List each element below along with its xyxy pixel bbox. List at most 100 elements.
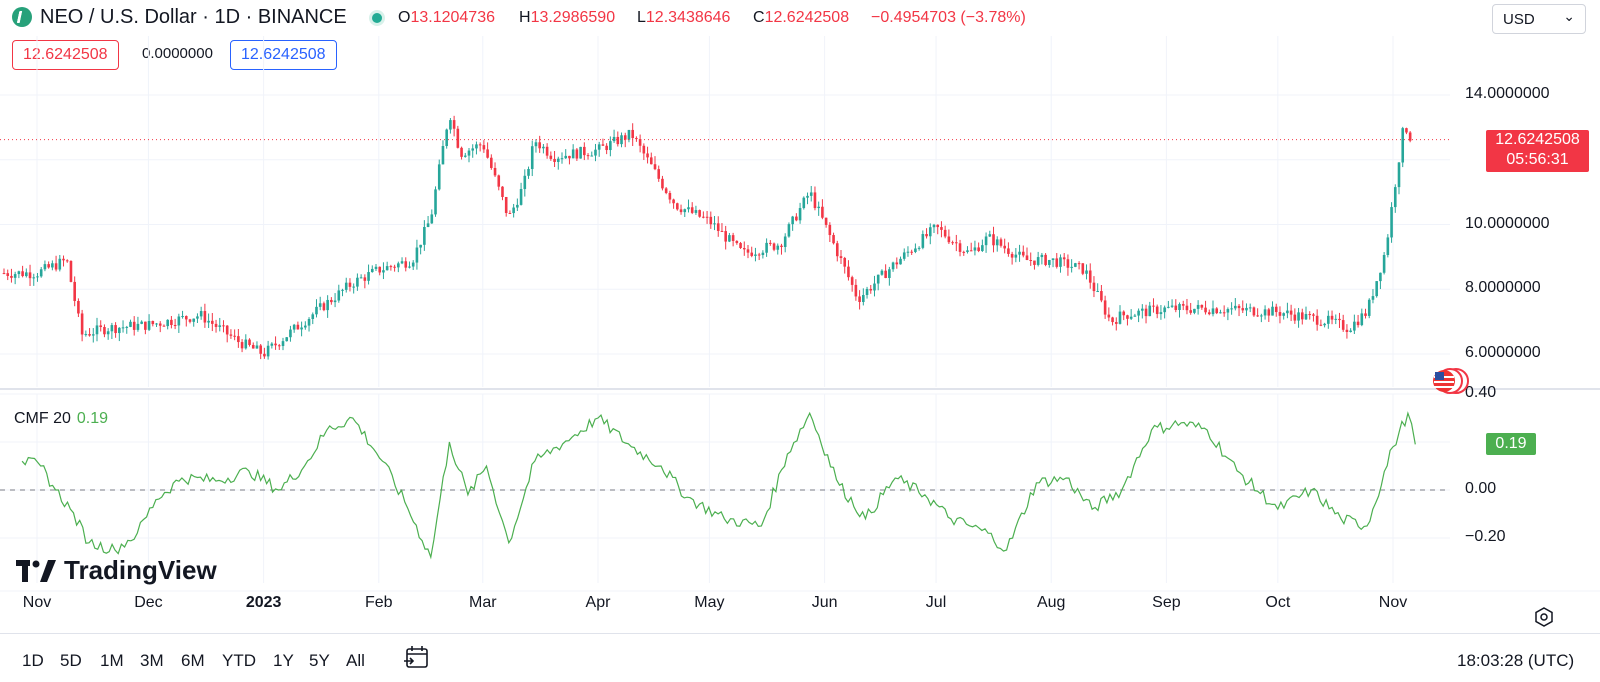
cmf-legend-title: CMF 20 <box>14 410 71 427</box>
candle-body <box>173 325 177 327</box>
price-axis-label: 14.0000000 <box>1465 85 1550 102</box>
candle-body <box>103 327 106 335</box>
candle-body <box>106 331 110 335</box>
candle-body <box>925 234 928 237</box>
range-button-6m[interactable]: 6M <box>181 651 205 670</box>
range-button-3m[interactable]: 3M <box>140 651 164 670</box>
candle-body <box>776 245 780 250</box>
candle-body <box>482 145 486 150</box>
utc-clock[interactable]: 18:03:28 (UTC) <box>1457 651 1575 670</box>
candle-body <box>1345 329 1349 332</box>
candle-body <box>1159 312 1163 315</box>
range-button-1m[interactable]: 1M <box>100 651 124 670</box>
calendar-icon[interactable] <box>403 643 431 671</box>
market-status-icon[interactable] <box>372 13 382 23</box>
candle-body <box>222 325 225 327</box>
cmf-legend[interactable]: CMF 20 0.19 <box>14 410 108 428</box>
symbol-title[interactable]: NEO / U.S. Dollar · 1D · BINANCE <box>40 6 347 28</box>
candle-body <box>583 146 586 156</box>
candle-body <box>1152 305 1155 307</box>
candle-body <box>1371 296 1375 300</box>
candle-body <box>415 247 419 263</box>
candle-body <box>508 212 512 214</box>
candlestick-series <box>2 115 1412 360</box>
candle-body <box>646 153 649 158</box>
candle-body <box>895 262 899 265</box>
candle-body <box>928 227 932 237</box>
candle-body <box>545 146 549 156</box>
candle-body <box>884 270 887 278</box>
candle-body <box>237 336 240 343</box>
candle-body <box>850 277 854 285</box>
candle-body <box>664 188 668 193</box>
range-button-5y[interactable]: 5Y <box>309 651 330 670</box>
candle-body <box>263 353 266 357</box>
candle-body <box>921 234 925 248</box>
candle-body <box>553 158 556 162</box>
candle-body <box>110 325 114 332</box>
candle-body <box>13 274 17 278</box>
candle-body <box>69 260 73 282</box>
candle-body <box>1048 260 1051 265</box>
candle-body <box>694 210 698 213</box>
zero-value-label: 0.0000000 <box>142 45 213 62</box>
candle-body <box>1074 263 1077 267</box>
candle-body <box>716 223 720 231</box>
price-chart[interactable] <box>0 0 1600 633</box>
candle-body <box>497 175 501 187</box>
candle-body <box>661 178 664 189</box>
candle-body <box>1405 128 1408 133</box>
candle-body <box>769 242 772 244</box>
candle-body <box>988 234 992 237</box>
candle-body <box>1196 304 1200 309</box>
candle-body <box>761 252 765 256</box>
settings-icon[interactable] <box>1532 605 1556 629</box>
candle-body <box>28 272 32 279</box>
candle-body <box>326 299 329 311</box>
range-button-5d[interactable]: 5D <box>60 651 82 670</box>
candle-body <box>1025 255 1029 261</box>
candle-body <box>1278 312 1282 316</box>
candle-body <box>813 192 817 209</box>
ohlc-change: −0.4954703 (−3.78%) <box>871 9 1026 26</box>
candle-body <box>10 275 13 278</box>
candle-body <box>620 135 623 145</box>
candle-body <box>984 236 988 246</box>
candle-body <box>653 164 657 170</box>
candle-body <box>1170 305 1174 307</box>
candle-body <box>17 271 21 275</box>
currency-select[interactable]: USD ⌄ <box>1492 4 1586 34</box>
candle-body <box>367 272 370 281</box>
candle-body <box>426 223 430 228</box>
range-button-ytd[interactable]: YTD <box>222 651 256 670</box>
candle-body <box>1178 304 1181 310</box>
candle-body <box>906 251 910 253</box>
candle-body <box>158 323 162 326</box>
range-button-1y[interactable]: 1Y <box>273 651 294 670</box>
candle-body <box>1010 253 1014 258</box>
price-axis-label: 8.0000000 <box>1465 279 1541 297</box>
range-button-1d[interactable]: 1D <box>22 651 44 670</box>
cmf-axis-label: −0.20 <box>1465 528 1506 545</box>
range-button-all[interactable]: All <box>346 651 365 670</box>
candle-body <box>534 142 538 147</box>
candle-body <box>902 252 906 259</box>
candle-body <box>1081 263 1085 274</box>
candle-body <box>1040 254 1044 258</box>
candle-body <box>449 120 452 130</box>
candle-body <box>1237 305 1241 309</box>
candle-body <box>999 239 1003 246</box>
candle-body <box>512 207 515 214</box>
candle-body <box>1007 248 1010 254</box>
candle-body <box>475 144 478 149</box>
candle-body <box>992 234 995 246</box>
candle-body <box>1256 315 1259 317</box>
time-axis-label: 2023 <box>245 594 282 611</box>
candle-body <box>616 136 620 145</box>
candle-body <box>181 316 184 318</box>
candle-body <box>285 337 289 342</box>
candle-body <box>865 288 869 295</box>
us-flag-icon[interactable] <box>1430 367 1470 395</box>
candle-body <box>1390 207 1393 238</box>
candle-body <box>356 277 359 287</box>
